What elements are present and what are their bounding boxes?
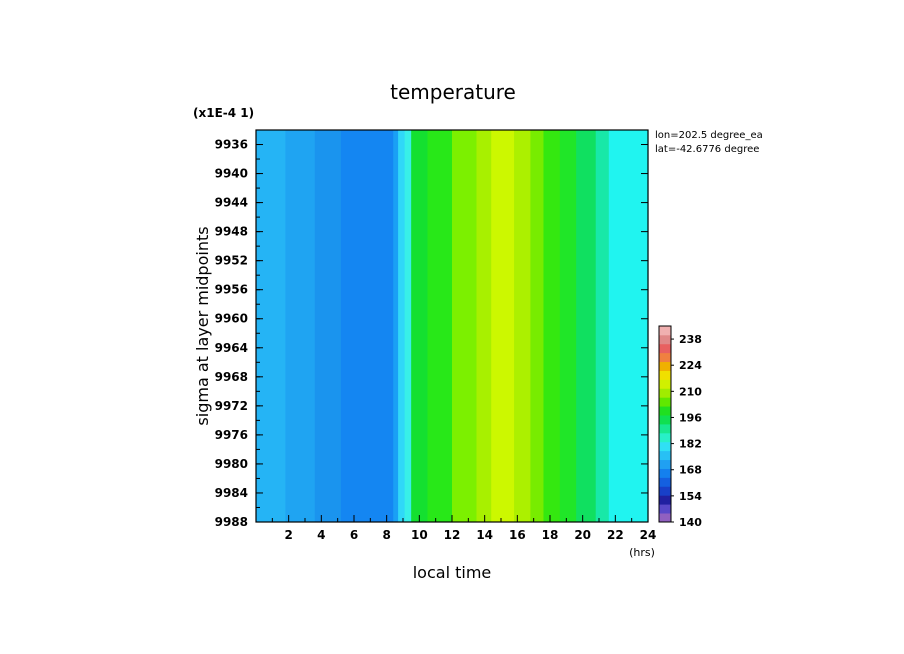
colorbar-swatch (659, 406, 671, 416)
y-tick-label: 9980 (215, 457, 248, 471)
colorbar-ticks: 140 154 168 182 196 210 224 238 (671, 333, 702, 529)
y-scale-note: (x1E-4 1) (193, 106, 254, 120)
heatmap-band-14 (543, 130, 561, 522)
y-tick-label: 9964 (215, 341, 248, 355)
y-tick-label: 9976 (215, 428, 248, 442)
x-tick-label: 24 (640, 528, 657, 542)
heatmap-band-5 (398, 130, 406, 522)
x-unit-label: (hrs) (629, 546, 655, 559)
colorbar-swatch (659, 334, 671, 345)
y-tick-label: 9972 (215, 399, 248, 413)
x-tick-label: 4 (317, 528, 325, 542)
lon-annotation: lon=202.5 degree_ea (655, 130, 763, 141)
x-tick-label: 6 (350, 528, 358, 542)
colorbar-tick-label: 154 (679, 490, 702, 503)
colorbar-swatch (659, 397, 671, 407)
x-tick-label: 20 (574, 528, 591, 542)
colorbar-tick-label: 196 (679, 411, 702, 424)
colorbar-swatch (659, 352, 671, 363)
x-tick-label: 14 (476, 528, 493, 542)
colorbar-swatch (659, 486, 671, 496)
colorbar-swatch (659, 504, 671, 514)
colorbar-swatch (659, 361, 671, 371)
x-tick-label: 18 (542, 528, 559, 542)
chart-title: temperature (390, 80, 516, 104)
heatmap-band-12 (514, 130, 531, 522)
colorbar-swatch (659, 424, 671, 434)
y-axis-label: sigma at layer midpoints (193, 226, 212, 425)
colorbar-swatch (659, 459, 671, 469)
colorbar-tick-label: 238 (679, 333, 702, 346)
colorbar-tick-label: 224 (679, 359, 702, 372)
y-tick-label: 9984 (215, 486, 248, 500)
x-tick-label: 12 (444, 528, 461, 542)
heatmap-band-4 (393, 130, 399, 522)
colorbar-tick-label: 140 (679, 516, 702, 529)
heatmap-band-10 (476, 130, 492, 522)
heatmap-band-8 (427, 130, 453, 522)
colorbar-swatch (659, 415, 671, 425)
y-tick-label: 9940 (215, 167, 248, 181)
colorbar-swatch (659, 450, 671, 461)
x-tick-label: 16 (509, 528, 526, 542)
y-tick-label: 9988 (215, 515, 248, 529)
heatmap-band-6 (404, 130, 412, 522)
colorbar-frame (658, 325, 672, 523)
heatmap-bands (256, 130, 649, 522)
colorbar-swatch (659, 343, 671, 354)
colorbar-swatch (659, 495, 671, 505)
colorbar-swatch (659, 326, 671, 336)
colorbar-swatch (659, 388, 671, 398)
y-tick-label: 9944 (215, 196, 248, 210)
colorbar-tick-label: 210 (679, 385, 702, 398)
heatmap-band-11 (491, 130, 515, 522)
y-tick-label: 9956 (215, 283, 248, 297)
colorbar-swatch (659, 432, 671, 443)
colorbar (658, 325, 672, 523)
x-tick-label: 10 (411, 528, 428, 542)
colorbar-swatch (659, 379, 671, 389)
x-tick-label: 22 (607, 528, 624, 542)
heatmap-band-1 (285, 130, 316, 522)
heatmap-band-9 (452, 130, 478, 522)
x-tick-label: 8 (382, 528, 390, 542)
x-axis-label: local time (413, 563, 492, 582)
x-axis-ticks: 2 4 6 8 10 12 14 16 18 20 22 24 (271, 515, 657, 542)
heatmap-band-3 (340, 130, 394, 522)
y-tick-label: 9952 (215, 254, 248, 268)
y-tick-label: 9968 (215, 370, 248, 384)
plot-frame (255, 129, 649, 523)
lat-annotation: lat=-42.6776 degree (655, 144, 759, 155)
y-tick-label: 9948 (215, 225, 248, 239)
colorbar-swatch (659, 441, 671, 452)
y-tick-label: 9936 (215, 138, 248, 152)
heatmap-band-15 (559, 130, 577, 522)
heatmap-band-13 (530, 130, 545, 522)
colorbar-swatch (659, 370, 671, 380)
y-tick-label: 9960 (215, 312, 248, 326)
heatmap-band-18 (608, 130, 649, 522)
heatmap-band-2 (314, 130, 342, 522)
y-axis-ticks: 9936 9940 9944 9948 9952 9956 9960 9964 9968 9972… (215, 129, 648, 529)
colorbar-swatch (659, 468, 671, 478)
colorbar-swatch (659, 477, 671, 487)
colorbar-tick-label: 168 (679, 464, 702, 477)
heatmap-band-16 (576, 130, 597, 522)
heatmap-band-0 (256, 130, 286, 522)
heatmap-band-7 (411, 130, 429, 522)
colorbar-tick-label: 182 (679, 438, 702, 451)
x-tick-label: 2 (284, 528, 292, 542)
heatmap-band-17 (595, 130, 610, 522)
colorbar-swatch (659, 513, 671, 523)
